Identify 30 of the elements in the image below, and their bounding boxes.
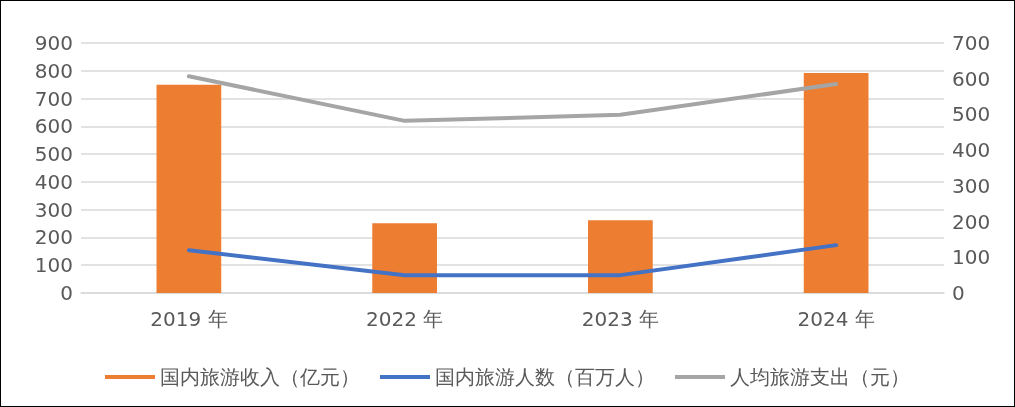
y2-tick-label: 600 bbox=[952, 66, 991, 91]
y-tick-label: 600 bbox=[34, 114, 73, 139]
y2-tick-label: 700 bbox=[952, 31, 991, 55]
bar bbox=[588, 220, 653, 293]
bar bbox=[156, 84, 222, 293]
legend-label: 国内旅游收入（亿元） bbox=[160, 365, 360, 389]
y2-tick-label: 400 bbox=[952, 138, 991, 163]
y2-tick-label: 500 bbox=[952, 102, 991, 127]
y-tick-label: 100 bbox=[34, 253, 73, 278]
x-tick-label: 2022 年 bbox=[365, 307, 444, 331]
x-tick-label: 2024 年 bbox=[797, 307, 875, 331]
y2-tick-label: 100 bbox=[952, 245, 991, 270]
bar bbox=[803, 73, 869, 293]
legend-label: 国内旅游人数（百万人） bbox=[435, 365, 655, 389]
y-tick-label: 200 bbox=[34, 225, 73, 250]
bar bbox=[372, 223, 437, 293]
y2-tick-label: 300 bbox=[952, 173, 991, 198]
y-tick-label: 0 bbox=[60, 281, 73, 305]
y2-tick-label: 200 bbox=[952, 209, 991, 234]
y-tick-label: 300 bbox=[34, 197, 73, 222]
y-tick-label: 800 bbox=[34, 58, 73, 83]
y2-tick-label: 0 bbox=[952, 281, 965, 305]
y-tick-label: 700 bbox=[34, 86, 73, 111]
line-series bbox=[186, 74, 839, 123]
y-tick-label: 400 bbox=[34, 169, 73, 194]
x-tick-label: 2023 年 bbox=[581, 307, 660, 331]
legend-label: 人均旅游支出（元） bbox=[730, 365, 910, 389]
x-tick-label: 2019 年 bbox=[150, 307, 228, 331]
y-tick-label: 900 bbox=[34, 31, 73, 55]
y-tick-label: 500 bbox=[34, 142, 73, 167]
